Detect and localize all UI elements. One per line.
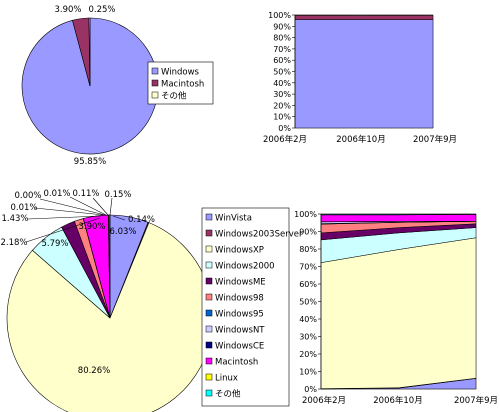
pie2-label-winvista: 6.03% [109, 227, 136, 237]
legend2-swatch-windows98 [205, 293, 213, 301]
area1-ytick-label: 100% [268, 11, 291, 20]
pie2-slice-other [108, 214, 111, 319]
area1-ytick-label: 50% [273, 68, 291, 77]
area2-ytick-label: 0% [304, 385, 317, 394]
legend2-entry-windows98: Windows98 [215, 294, 264, 304]
legend2-entry-macintosh: Macintosh [215, 358, 258, 368]
legend2-swatch-windows2003server [205, 229, 213, 237]
legend2-entry-windows2000: Windows2000 [215, 262, 275, 272]
pie2-label-windows98: 1.43% [1, 214, 28, 224]
pie2-leader-windows2003server [112, 215, 126, 221]
area1-xtick-label: 2007年9月 [413, 134, 457, 145]
pie2-label-linux: 0.11% [72, 189, 99, 199]
area2-xtick-label: 2007年9月 [454, 395, 498, 406]
pie2-label-macintosh: 3.90% [78, 222, 105, 232]
pie1-label-macintosh: 3.90% [54, 5, 81, 15]
area1-ytick-label: 70% [273, 45, 291, 54]
area1-ytick-label: 40% [273, 79, 291, 88]
area2-ytick-label: 60% [299, 280, 317, 289]
area2-ytick-label: 90% [299, 228, 317, 237]
legend2-swatch-windowsnt [205, 325, 213, 333]
pie2-label-windowsxp: 80.26% [78, 366, 110, 376]
area2-ytick-label: 80% [299, 245, 317, 254]
legend2-entry-winvista: WinVista [215, 214, 252, 224]
area1-xtick-label: 2006年2月 [263, 134, 307, 145]
pie2-leader-windowsme [25, 217, 101, 243]
area1-series-macintosh [294, 15, 434, 20]
area2-ytick-label: 50% [299, 298, 317, 307]
legend-os-version: WinVista Windows2003Server WindowsXP Window… [201, 207, 303, 407]
legend2-entry-windows2003server: Windows2003Server [215, 230, 303, 240]
legend2-swatch-linux [205, 373, 213, 381]
legend2-swatch-macintosh [205, 357, 213, 365]
legend1-entry-macintosh: Macintosh [161, 80, 204, 90]
legend1-swatch-windows [151, 67, 159, 75]
area2-xtick-label: 2006年10月 [373, 395, 422, 406]
legend2-swatch-windowsxp [205, 245, 213, 253]
pie2-leader-windows95 [34, 207, 105, 216]
legend2-swatch-windows95 [205, 309, 213, 317]
legend2-swatch-winvista [205, 213, 213, 221]
pie2-leader-linux [92, 197, 109, 216]
area2-ytick-label: 40% [299, 315, 317, 324]
area-chart-os-family-trend: 0% 10% 20% 30% 40% 50% 60% 70% 80% 90% 100% 2006年2月… [263, 11, 457, 145]
area1-xtick-label: 2006年10月 [336, 134, 385, 145]
area2-ytick-label: 10% [299, 368, 317, 377]
legend2-swatch-windowsce [205, 341, 213, 349]
area2-series-macintosh [320, 214, 477, 222]
pie2-label-windowsme: 2.18% [0, 238, 27, 248]
area1-ytick-label: 80% [273, 34, 291, 43]
area1-ytick-label: 20% [273, 101, 291, 110]
legend1-swatch-macintosh [151, 79, 159, 87]
legend2-box [201, 207, 290, 407]
pie2-leader-windowsce [39, 198, 106, 216]
area1-ytick-label: 90% [273, 22, 291, 31]
pie2-label-windows2000: 5.79% [41, 239, 68, 249]
area1-ytick-label: 10% [273, 113, 291, 122]
pie2-leader-windows98 [27, 215, 102, 220]
legend1-box [147, 61, 214, 105]
pie2-label-other: 0.15% [104, 190, 131, 200]
pie2-leader-windowsnt [69, 196, 107, 216]
legend2-entry-windowsce: WindowsCE [215, 342, 264, 352]
pie2-label-windowsce: 0.00% [14, 191, 41, 201]
area-chart-os-version-trend: 0% 10% 20% 30% 40% 50% 60% 70% 80% 90% 100% 2006年2月… [294, 210, 498, 406]
legend1-entry-windows: Windows [161, 68, 200, 78]
legend2-swatch-windowsme [205, 277, 213, 285]
area2-series-other [320, 213, 477, 215]
pie-chart-os-family: 95.85% 3.90% 0.25% [21, 5, 159, 167]
area2-ytick-label: 20% [299, 350, 317, 359]
legend2-entry-linux: Linux [215, 374, 238, 384]
pie2-leader-other [109, 197, 113, 216]
area2-ytick-label: 30% [299, 333, 317, 342]
legend2-entry-other: その他 [215, 389, 241, 400]
legend2-swatch-windows2000 [205, 261, 213, 269]
pie-chart-os-version: 6.03%0.14%80.26%5.79%2.18%1.43%0.01%0.01… [0, 189, 214, 412]
area1-ytick-label: 60% [273, 56, 291, 65]
pie1-label-other: 0.25% [88, 5, 115, 15]
area2-xtick-label: 2006年2月 [302, 395, 346, 406]
pie1-label-windows: 95.85% [74, 157, 106, 167]
pie2-label-windowsnt: 0.01% [43, 189, 70, 199]
pie1-slice-other [88, 17, 91, 87]
legend2-swatch-other [205, 389, 213, 397]
area2-ytick-label: 70% [299, 263, 317, 272]
area1-ytick-label: 0% [278, 124, 291, 133]
area2-series-windowsxp [320, 237, 477, 389]
area1-ytick-label: 30% [273, 90, 291, 99]
pie2-label-windows2003server: 0.14% [128, 215, 155, 225]
area2-ytick-label: 100% [294, 210, 317, 219]
pie2-label-windows95: 0.01% [10, 203, 37, 213]
legend1-swatch-other [151, 91, 159, 99]
legend1-entry-other: その他 [161, 91, 187, 102]
legend2-entry-windows95: Windows95 [215, 310, 264, 320]
legend2-entry-windowsme: WindowsME [215, 278, 266, 288]
legend2-entry-windowsnt: WindowsNT [215, 326, 265, 336]
legend2-entry-windowsxp: WindowsXP [215, 246, 264, 256]
area1-series-windows [294, 19, 434, 129]
